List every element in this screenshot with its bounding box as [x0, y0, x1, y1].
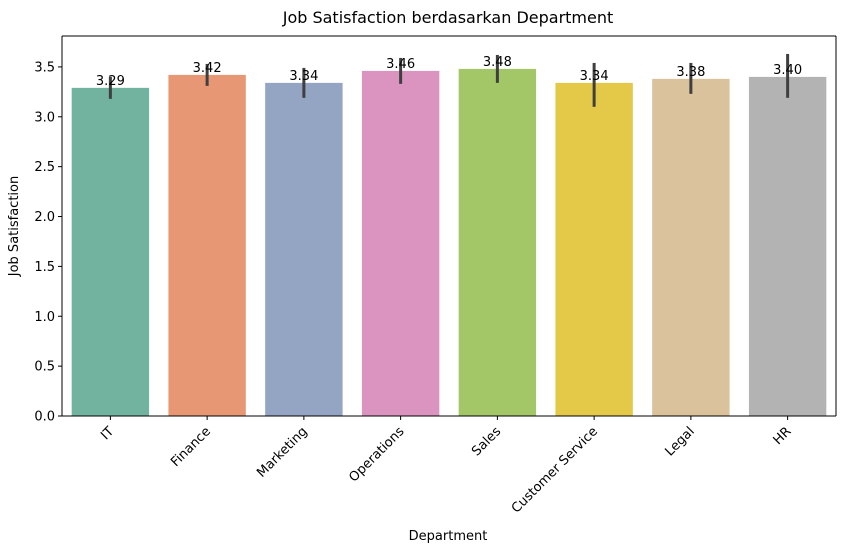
y-tick-label: 2.0 [34, 210, 55, 225]
data-label: 3.34 [580, 69, 609, 84]
x-axis-label: Department [409, 529, 488, 544]
y-tick-label: 1.0 [34, 310, 55, 325]
data-label: 3.38 [676, 65, 705, 80]
bar [361, 70, 440, 416]
bar [265, 82, 343, 416]
y-tick-label: 3.5 [34, 60, 55, 75]
data-label: 3.46 [386, 57, 415, 72]
y-tick-label: 0.5 [34, 360, 55, 375]
x-tick-label: Sales [469, 424, 504, 459]
bar [458, 68, 537, 416]
data-label: 3.34 [289, 69, 318, 84]
bar [71, 87, 150, 416]
y-tick-label: 2.5 [34, 160, 55, 175]
x-tick-label: Operations [346, 424, 407, 485]
x-tick-label: IT [98, 424, 117, 443]
data-label: 3.29 [96, 74, 125, 89]
x-tick-label: Finance [168, 424, 214, 470]
x-tick-label: HR [771, 424, 795, 448]
y-tick-label: 1.5 [34, 260, 55, 275]
bar [652, 78, 730, 416]
data-label: 3.48 [483, 55, 512, 70]
x-tick-label: Marketing [254, 424, 310, 480]
x-tick-label: Customer Service [509, 424, 601, 516]
data-label: 3.42 [193, 61, 222, 76]
chart-title: Job Satisfaction berdasarkan Department [282, 8, 614, 27]
plot-area: 3.29 3.42 3.34 3.46 3.48 3.34 3.38 3.40 0.0 0.5 1.… [34, 35, 837, 516]
y-axis-label: Job Satisfaction [7, 176, 22, 277]
bar [555, 82, 633, 416]
y-tick-label: 0.0 [34, 410, 55, 425]
bar [748, 76, 827, 416]
x-tick-label: Legal [662, 424, 697, 459]
data-label: 3.40 [773, 63, 802, 78]
bar [168, 74, 246, 416]
y-tick-label: 3.0 [34, 110, 55, 125]
